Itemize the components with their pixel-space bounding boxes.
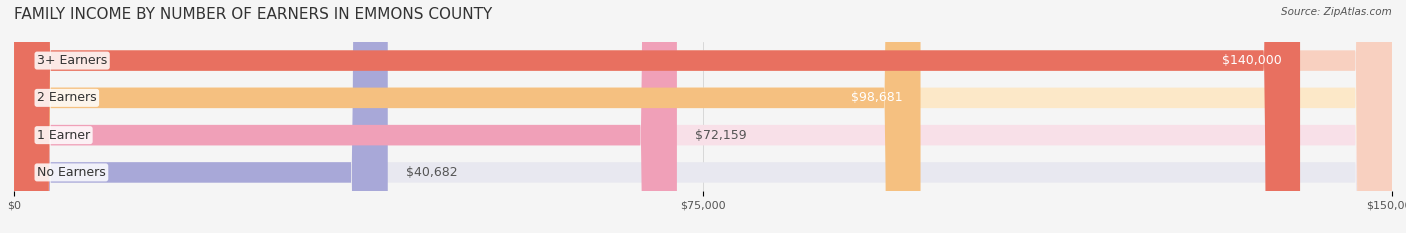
Text: $40,682: $40,682: [406, 166, 458, 179]
FancyBboxPatch shape: [14, 0, 1301, 233]
FancyBboxPatch shape: [14, 0, 921, 233]
Text: No Earners: No Earners: [37, 166, 105, 179]
Text: $140,000: $140,000: [1222, 54, 1282, 67]
Text: $72,159: $72,159: [696, 129, 747, 142]
Text: 3+ Earners: 3+ Earners: [37, 54, 107, 67]
FancyBboxPatch shape: [14, 0, 1392, 233]
Text: FAMILY INCOME BY NUMBER OF EARNERS IN EMMONS COUNTY: FAMILY INCOME BY NUMBER OF EARNERS IN EM…: [14, 7, 492, 22]
Text: $98,681: $98,681: [851, 91, 903, 104]
FancyBboxPatch shape: [14, 0, 1392, 233]
FancyBboxPatch shape: [14, 0, 388, 233]
Text: 2 Earners: 2 Earners: [37, 91, 97, 104]
Text: 1 Earner: 1 Earner: [37, 129, 90, 142]
FancyBboxPatch shape: [14, 0, 1392, 233]
Text: Source: ZipAtlas.com: Source: ZipAtlas.com: [1281, 7, 1392, 17]
FancyBboxPatch shape: [14, 0, 1392, 233]
FancyBboxPatch shape: [14, 0, 676, 233]
